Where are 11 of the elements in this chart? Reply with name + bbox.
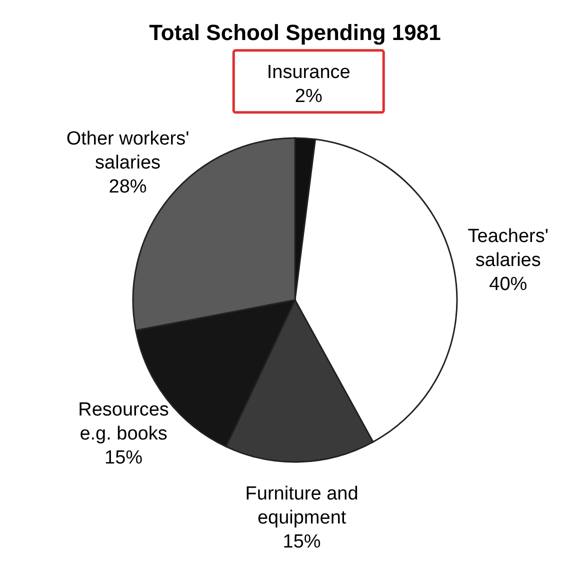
slice-label: Furniture and equipment: [245, 484, 358, 529]
data-label: 15%: [282, 532, 321, 553]
data-label: 2%: [294, 86, 322, 108]
slice-label: Teachers' salaries: [468, 226, 549, 271]
data-label: 40%: [489, 274, 528, 295]
data-label: 15%: [104, 448, 143, 469]
data-label: 28%: [108, 176, 147, 198]
slice-label: Resources e.g. books: [78, 400, 169, 445]
chart-title: Total School Spending 1981: [149, 20, 441, 45]
slice-label: Insurance: [266, 62, 350, 84]
slice-label: Other workers' salaries: [66, 128, 190, 174]
